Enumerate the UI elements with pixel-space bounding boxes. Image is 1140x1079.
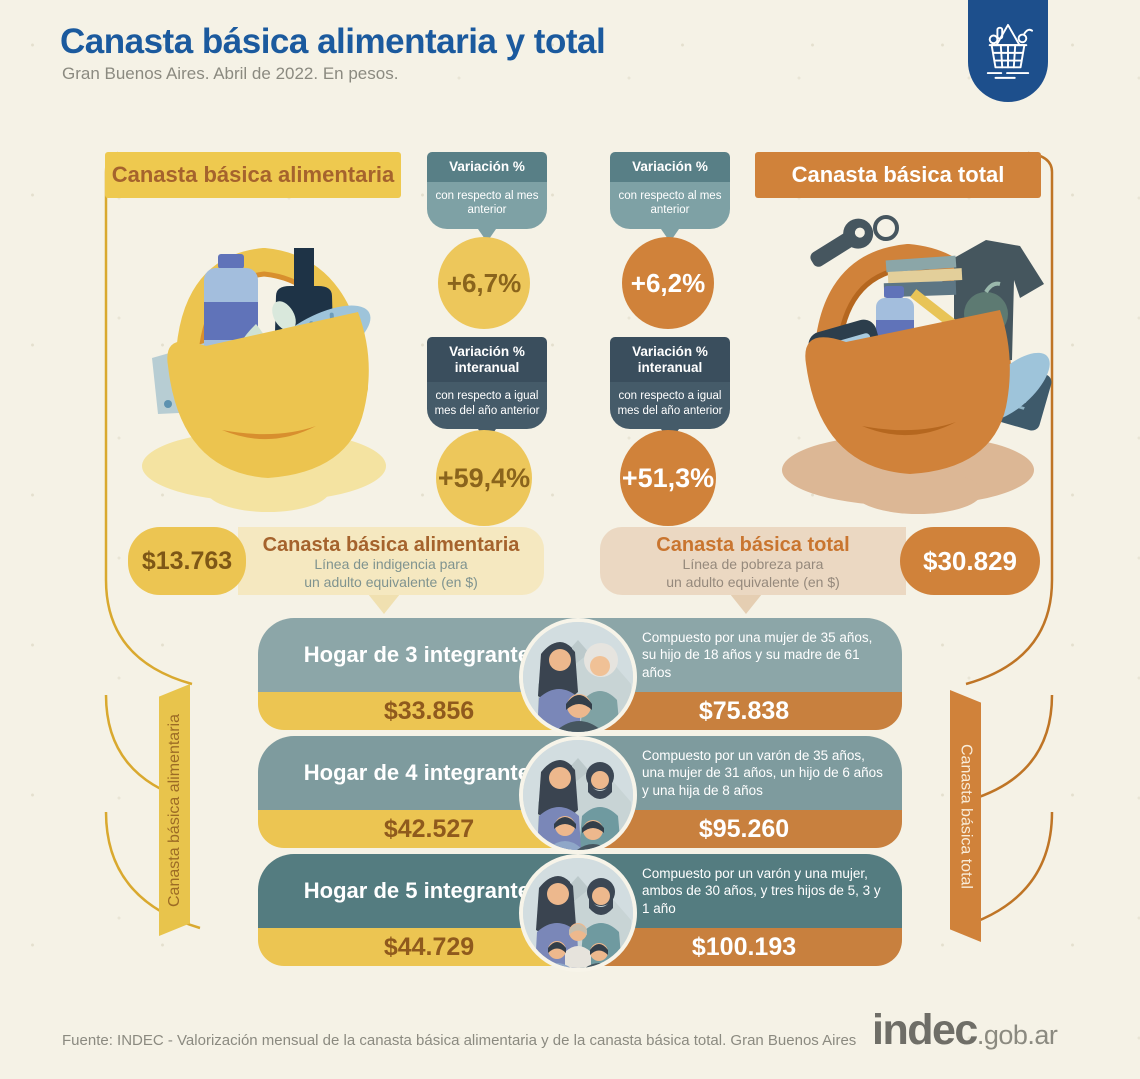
cba-monthly-variation-value: +6,7% <box>438 237 530 329</box>
cba-section-banner: Canasta básica alimentaria <box>105 152 401 198</box>
indec-logo: indec .gob.ar <box>872 1006 1058 1055</box>
total-basket-illustration: SUBE <box>782 215 1052 514</box>
panel-tail <box>368 594 400 614</box>
household-description: Compuesto por una mujer de 35 años, su h… <box>642 629 873 680</box>
cba-side-ribbon: Canasta básica alimentaria <box>159 684 190 936</box>
cbt-monthly-variation-bubble: Variación % con respecto al mes anterior <box>610 152 730 242</box>
cba-interannual-variation-value: +59,4% <box>436 430 532 526</box>
cbt-interannual-variation-label: Variación % interanual <box>610 337 730 383</box>
indec-topic-badge <box>968 0 1048 102</box>
cbt-side-ribbon: Canasta básica total <box>950 690 981 942</box>
cba-adult-line-amount: $13.763 <box>128 527 246 595</box>
household-cbt-amount: $75.838 <box>600 692 902 730</box>
cbt-adult-line-note1: Línea de pobreza para <box>682 556 824 572</box>
cbt-adult-line-note2: un adulto equivalente (en $) <box>666 573 840 590</box>
cba-adult-line-panel: Canasta básica alimentaria Línea de indi… <box>238 527 544 595</box>
cbt-monthly-variation-label: Variación % <box>610 152 730 182</box>
cba-interannual-variation-note: con respecto a igual mes del año anterio… <box>427 382 547 430</box>
cbt-monthly-variation-note: con respecto al mes anterior <box>610 181 730 229</box>
cbt-adult-line-amount: $30.829 <box>900 527 1040 595</box>
cba-adult-line-note1: Línea de indigencia para <box>314 556 468 572</box>
food-basket-illustration <box>142 247 386 512</box>
household-row-5: Hogar de 5 integrantes Compuesto por un … <box>258 854 902 972</box>
household-title: Hogar de 3 integrantes <box>303 642 543 667</box>
cbt-interannual-variation-note: con respecto a igual mes del año anterio… <box>610 382 730 430</box>
family-illustration-3 <box>519 618 637 736</box>
cba-monthly-variation-note: con respecto al mes anterior <box>427 181 547 229</box>
cbt-adult-line-panel: Canasta básica total Línea de pobreza pa… <box>600 527 906 595</box>
cba-interannual-variation-label: Variación % interanual <box>427 337 547 383</box>
cbt-adult-line-title: Canasta básica total <box>656 534 850 556</box>
cba-interannual-variation-bubble: Variación % interanual con respecto a ig… <box>427 337 547 443</box>
source-note: Fuente: INDEC - Valorización mensual de … <box>62 1032 857 1049</box>
panel-tail <box>730 594 762 614</box>
household-description: Compuesto por un varón y una mujer, ambo… <box>642 865 881 916</box>
page-title: Canasta básica alimentaria y total <box>60 22 606 61</box>
household-title: Hogar de 5 integrantes <box>303 878 543 903</box>
indec-logo-suffix: .gob.ar <box>976 1020 1058 1050</box>
cba-adult-line-note2: un adulto equivalente (en $) <box>304 573 478 590</box>
cbt-side-ribbon-label: Canasta básica total <box>957 743 975 889</box>
household-cbt-amount: $100.193 <box>600 928 902 966</box>
page-subtitle: Gran Buenos Aires. Abril de 2022. En pes… <box>62 64 399 83</box>
household-title: Hogar de 4 integrantes <box>303 760 543 785</box>
indec-logo-text: indec <box>872 1006 978 1054</box>
family-illustration-4 <box>519 736 637 854</box>
cba-monthly-variation-bubble: Variación % con respecto al mes anterior <box>427 152 547 242</box>
cba-side-ribbon-label: Canasta básica alimentaria <box>165 713 183 907</box>
cbt-interannual-variation-value: +51,3% <box>620 430 716 526</box>
household-row-4: Hogar de 4 integrantes Compuesto por un … <box>258 736 902 854</box>
cbt-interannual-variation-bubble: Variación % interanual con respecto a ig… <box>610 337 730 443</box>
cbt-monthly-variation-value: +6,2% <box>622 237 714 329</box>
household-cbt-amount: $95.260 <box>600 810 902 848</box>
household-row-3: Hogar de 3 integrantes Compuesto por una… <box>258 618 902 736</box>
family-illustration-5 <box>519 854 637 972</box>
cba-adult-line-title: Canasta básica alimentaria <box>262 534 520 556</box>
cbt-section-banner: Canasta básica total <box>755 152 1041 198</box>
cba-monthly-variation-label: Variación % <box>427 152 547 182</box>
household-description: Compuesto por un varón de 35 años, una m… <box>642 747 883 798</box>
shopping-basket-icon <box>982 16 1034 87</box>
